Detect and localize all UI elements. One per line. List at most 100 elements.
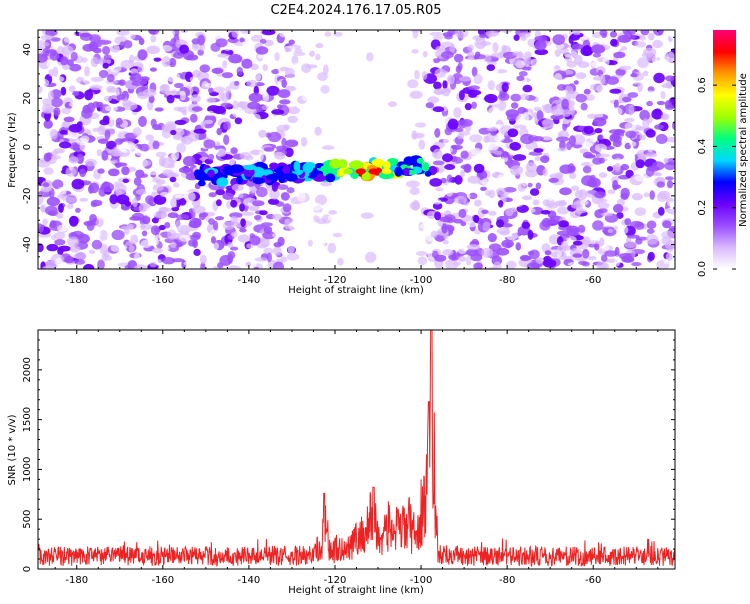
heatmap-cell — [405, 180, 420, 188]
heatmap-signal-cell — [195, 173, 211, 181]
heatmap-cell — [533, 106, 543, 112]
heatmap-cell — [266, 85, 280, 96]
heatmap-cell — [534, 156, 542, 162]
heatmap-cell — [139, 223, 146, 230]
heatmap-cell — [291, 62, 302, 69]
heatmap-cell — [611, 107, 623, 117]
heatmap-cell — [124, 145, 139, 150]
heatmap-cell — [415, 251, 428, 256]
heatmap-cell — [550, 114, 564, 120]
heatmap-cell — [217, 53, 228, 58]
heatmap-cell — [62, 45, 74, 55]
x-tick-label: -60 — [585, 275, 601, 286]
heatmap-cell — [111, 229, 125, 241]
heatmap-cell — [250, 63, 259, 71]
heatmap-cell — [566, 60, 578, 68]
heatmap-cell — [647, 251, 655, 261]
heatmap-cell — [666, 180, 674, 189]
heatmap-cell — [450, 144, 463, 150]
heatmap-cell — [247, 101, 261, 110]
heatmap-cell — [582, 248, 590, 259]
heatmap-cell — [172, 51, 185, 59]
heatmap-cell — [180, 135, 193, 145]
heatmap-cell — [665, 176, 674, 181]
heatmap-cell — [179, 234, 191, 242]
heatmap-cell — [432, 106, 445, 113]
heatmap-cell — [293, 48, 303, 53]
heatmap-signal-cell — [282, 165, 291, 174]
heatmap-cell — [545, 143, 558, 151]
heatmap-cell — [280, 192, 290, 201]
heatmap-cell — [558, 220, 570, 228]
heatmap-cell — [123, 228, 130, 235]
heatmap-cell — [572, 253, 583, 258]
heatmap-cell — [169, 241, 177, 249]
heatmap-cell — [167, 212, 179, 219]
heatmap-cell — [522, 84, 533, 93]
heatmap-cell — [496, 247, 510, 256]
heatmap-cell — [279, 66, 290, 72]
heatmap-cell — [337, 95, 344, 105]
x-tick-label: -180 — [65, 575, 88, 586]
heatmap-cell — [231, 231, 238, 238]
heatmap-cell — [83, 75, 92, 85]
heatmap-cell — [598, 172, 608, 178]
heatmap-cell — [334, 220, 347, 229]
heatmap-cell — [188, 221, 200, 228]
x-tick-label: -80 — [499, 575, 515, 586]
heatmap-cell — [274, 52, 280, 62]
heatmap-cell — [145, 195, 155, 205]
heatmap-cell — [645, 152, 658, 158]
heatmap-cell — [520, 93, 530, 101]
heatmap-cell — [120, 225, 134, 230]
heatmap-cell — [50, 154, 61, 160]
heatmap-cell — [42, 218, 48, 226]
heatmap-cell — [60, 86, 67, 96]
heatmap-cell — [40, 34, 53, 41]
heatmap-cell — [245, 30, 251, 35]
heatmap-cell — [152, 124, 162, 131]
heatmap-axes: -180 -160 -140 -120 -100 -80 -60 -40 -20 0 20 40 — [22, 30, 675, 286]
heatmap-cell — [516, 75, 525, 82]
heatmap-cell — [246, 243, 254, 249]
heatmap-cell — [530, 58, 538, 68]
heatmap-cell — [61, 107, 72, 115]
heatmap-cell — [262, 231, 276, 240]
heatmap-cell — [190, 94, 201, 103]
heatmap-cell — [495, 187, 507, 196]
snr-panel: -180 -160 -140 -120 -100 -80 -60 0 500 1000 1500 20… — [7, 329, 676, 596]
heatmap-cell — [388, 101, 397, 107]
heatmap-cell — [38, 78, 50, 87]
heatmap-cell — [465, 255, 472, 266]
heatmap-cell — [585, 154, 596, 159]
heatmap-cell — [646, 100, 653, 107]
heatmap-cell — [542, 168, 548, 177]
heatmap-cell — [657, 156, 666, 163]
heatmap-cell — [520, 99, 535, 106]
heatmap-cell — [505, 208, 514, 217]
heatmap-cell — [511, 201, 524, 208]
heatmap-cell — [315, 194, 327, 206]
heatmap-cell — [503, 187, 517, 193]
heatmap-cell — [599, 74, 606, 85]
heatmap-cell — [142, 88, 157, 97]
heatmap-cell — [474, 199, 482, 207]
heatmap-cell — [125, 187, 132, 194]
heatmap-cell — [227, 265, 241, 269]
heatmap-cell — [442, 80, 448, 90]
heatmap-cell — [582, 165, 592, 174]
heatmap-cell — [432, 58, 440, 64]
heatmap-cell — [123, 40, 133, 49]
heatmap-cell — [241, 58, 253, 69]
heatmap-cell — [84, 66, 90, 77]
heatmap-cell — [53, 232, 66, 240]
y-tick-label: 40 — [22, 43, 33, 56]
heatmap-cell — [161, 56, 171, 68]
heatmap-cell — [606, 76, 619, 85]
heatmap-cell — [209, 229, 218, 239]
heatmap-cell — [566, 236, 577, 244]
heatmap-cell — [320, 181, 332, 187]
heatmap-cell — [46, 59, 57, 69]
heatmap-signal-cell — [285, 173, 298, 182]
heatmap-cell — [453, 261, 462, 266]
